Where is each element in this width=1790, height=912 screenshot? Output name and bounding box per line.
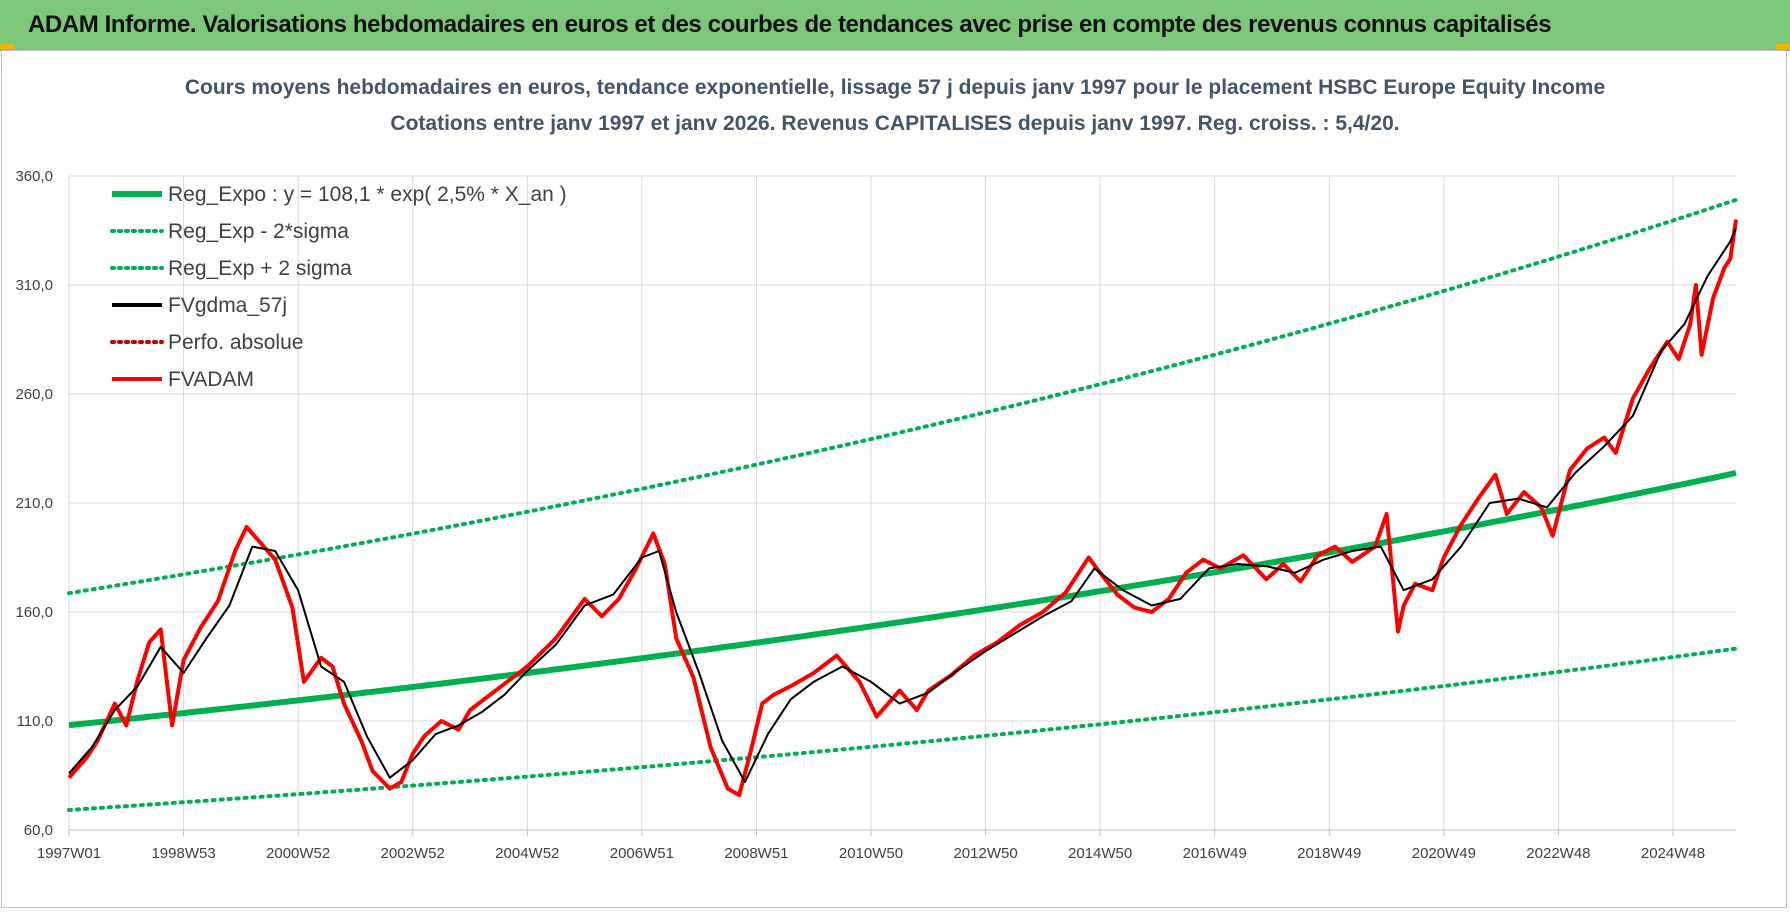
y-tick-label: 60,0 xyxy=(24,822,53,839)
chart-grid xyxy=(68,175,1736,831)
legend-label: Reg_Exp + 2 sigma xyxy=(168,257,352,280)
y-tick-label: 110,0 xyxy=(17,713,53,730)
legend-label: Reg_Expo : y = 108,1 * exp( 2,5% * X_an … xyxy=(168,183,567,206)
x-tick-label: 1998W53 xyxy=(151,845,215,862)
y-tick-label: 260,0 xyxy=(15,386,53,403)
legend-label: FVADAM xyxy=(168,368,254,391)
x-tick-label: 2002W52 xyxy=(381,845,445,862)
series-reg-exp-minus-2-sigma xyxy=(67,646,1738,812)
chart-series xyxy=(67,197,1738,812)
chart-subtitle: Cotations entre janv 1997 et janv 2026. … xyxy=(390,112,1400,135)
x-tick-label: 2008W51 xyxy=(724,845,788,862)
legend-label: Reg_Exp - 2*sigma xyxy=(168,220,349,243)
chart-title: Cours moyens hebdomadaires en euros, ten… xyxy=(184,76,1606,99)
corner-marker-left xyxy=(0,44,14,49)
x-tick-label: 2020W49 xyxy=(1412,845,1476,862)
y-tick-label: 360,0 xyxy=(15,168,53,185)
y-tick-label: 160,0 xyxy=(15,604,53,621)
x-tick-label: 2016W49 xyxy=(1183,845,1247,862)
x-tick-label: 2006W51 xyxy=(610,845,674,862)
y-tick-label: 210,0 xyxy=(15,495,53,512)
report-banner: ADAM Informe. Valorisations hebdomadaire… xyxy=(0,0,1790,51)
chart-legend: Reg_Expo : y = 108,1 * exp( 2,5% * X_an … xyxy=(110,183,567,391)
series-fvgdma-57j xyxy=(68,227,1737,783)
report-title: ADAM Informe. Valorisations hebdomadaire… xyxy=(28,11,1552,38)
x-tick-label: 2018W49 xyxy=(1297,845,1361,862)
x-tick-label: 1997W01 xyxy=(37,845,101,862)
x-tick-label: 2022W48 xyxy=(1526,845,1590,862)
chart-frame xyxy=(1,50,1787,908)
corner-marker-right xyxy=(1776,44,1790,49)
x-tick-label: 2012W50 xyxy=(953,845,1017,862)
y-tick-label: 310,0 xyxy=(15,277,53,294)
chart-axes: 60,0 110,0 160,0 210,0 260,0 310,0 360,0 1997W0… xyxy=(15,168,1736,862)
series-reg-exp-plus-2-sigma xyxy=(67,197,1738,596)
legend-label: FVgdma_57j xyxy=(168,294,287,317)
x-tick-label: 2000W52 xyxy=(266,845,330,862)
x-tick-label: 2014W50 xyxy=(1068,845,1132,862)
series-reg-expo xyxy=(68,470,1737,729)
x-tick-label: 2010W50 xyxy=(839,845,903,862)
x-tick-label: 2024W48 xyxy=(1641,845,1705,862)
x-tick-label: 2004W52 xyxy=(495,845,559,862)
legend-label: Perfo. absolue xyxy=(168,331,303,354)
